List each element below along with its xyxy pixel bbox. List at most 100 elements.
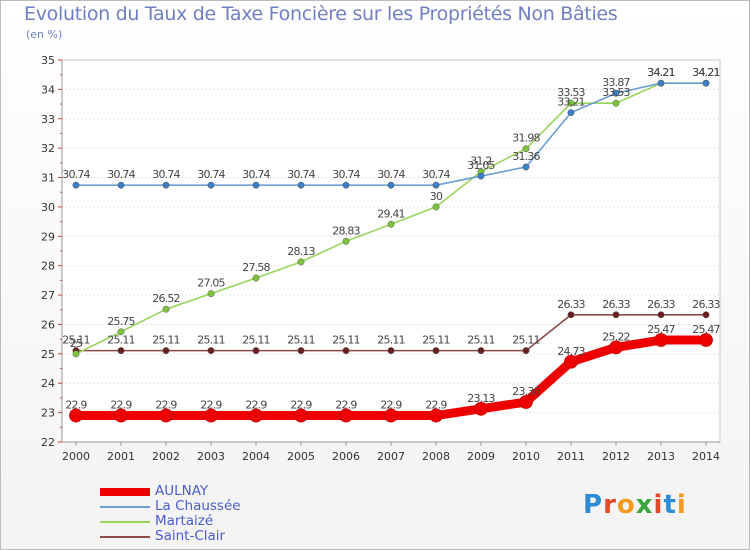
data-point: [162, 347, 170, 355]
data-point: [252, 181, 260, 189]
y-tick-label: 32: [41, 142, 55, 155]
data-point: [612, 311, 620, 319]
data-label: 33.53: [602, 86, 630, 99]
data-point: [609, 340, 623, 355]
data-label: 28.13: [287, 245, 315, 258]
data-point: [384, 408, 398, 423]
data-point: [297, 347, 305, 355]
data-label: 31.05: [467, 159, 495, 172]
y-tick-label: 30: [41, 201, 55, 214]
data-point: [432, 347, 440, 355]
data-point: [429, 408, 443, 423]
data-point: [69, 408, 83, 423]
data-label: 25.11: [242, 334, 270, 347]
legend-swatch: [100, 521, 150, 523]
data-point: [474, 401, 488, 416]
data-point: [162, 181, 170, 189]
data-label: 31.2: [470, 155, 491, 168]
data-label: 26.33: [602, 298, 630, 311]
data-point: [387, 181, 395, 189]
x-tick-label: 2010: [512, 450, 540, 463]
data-point: [522, 347, 530, 355]
data-label: 27.58: [242, 261, 270, 274]
data-point: [567, 311, 575, 319]
data-label: 30.74: [422, 168, 450, 181]
x-tick-label: 2002: [152, 450, 180, 463]
data-label: 22.9: [335, 399, 357, 412]
x-tick-label: 2003: [197, 450, 225, 463]
y-tick-label: 27: [41, 289, 55, 302]
y-tick-label: 23: [41, 407, 55, 420]
data-label: 25: [70, 337, 83, 350]
data-point: [159, 408, 173, 423]
data-label: 31.36: [512, 150, 540, 163]
data-point: [612, 89, 620, 97]
x-tick-label: 2008: [422, 450, 450, 463]
data-point: [162, 305, 170, 313]
x-tick-label: 2009: [467, 450, 495, 463]
legend: AULNAY La Chaussée Martaizé Saint-Clair: [100, 483, 320, 544]
logo-letter: x: [635, 490, 654, 520]
x-tick-label: 2000: [62, 450, 90, 463]
legend-label: AULNAY: [155, 483, 209, 499]
data-label: 33.53: [557, 86, 585, 99]
data-point: [567, 109, 575, 117]
data-label: 25.11: [422, 334, 450, 347]
logo-letter: r: [603, 490, 617, 520]
legend-item-martaize: Martaizé: [100, 513, 320, 529]
data-label: 25.11: [62, 334, 90, 347]
logo-letter: P: [583, 490, 604, 520]
chart-title: Evolution du Taux de Taxe Foncière sur l…: [24, 3, 618, 25]
data-label: 25.11: [287, 334, 315, 347]
legend-swatch: [100, 506, 150, 508]
y-tick-label: 31: [41, 172, 55, 185]
x-tick-label: 2004: [242, 450, 270, 463]
data-point: [522, 145, 530, 153]
data-point: [294, 408, 308, 423]
data-label: 34.21: [647, 66, 675, 79]
data-label: 28.83: [332, 224, 360, 237]
data-label: 22.9: [65, 399, 87, 412]
data-label: 22.9: [380, 399, 402, 412]
data-label: 33.87: [602, 76, 630, 89]
data-label: 22.9: [425, 399, 447, 412]
data-label: 26.52: [152, 292, 180, 305]
x-tick-label: 2007: [377, 450, 405, 463]
data-label: 25.47: [692, 323, 720, 336]
data-point: [342, 237, 350, 245]
data-point: [114, 408, 128, 423]
data-point: [117, 181, 125, 189]
data-point: [72, 181, 80, 189]
data-point: [252, 347, 260, 355]
legend-label: Martaizé: [155, 513, 214, 529]
y-tick-label: 33: [41, 113, 55, 126]
data-point: [612, 99, 620, 107]
data-point: [522, 163, 530, 171]
data-label: 30: [430, 190, 443, 203]
data-label: 22.9: [155, 399, 177, 412]
data-point: [339, 408, 353, 423]
data-label: 25.11: [332, 334, 360, 347]
legend-label: La Chaussée: [155, 498, 241, 514]
data-point: [249, 408, 263, 423]
data-point: [342, 347, 350, 355]
data-point: [387, 347, 395, 355]
data-point: [387, 220, 395, 228]
data-point: [654, 333, 668, 347]
y-tick-label: 25: [41, 348, 55, 361]
data-point: [657, 311, 665, 319]
data-point: [252, 274, 260, 282]
y-tick-label: 22: [41, 436, 55, 449]
data-label: 25.11: [152, 334, 180, 347]
legend-swatch: [100, 536, 150, 538]
data-label: 23.36: [512, 385, 540, 398]
data-point: [297, 258, 305, 266]
data-label: 30.74: [332, 168, 360, 181]
y-tick-label: 24: [41, 377, 55, 390]
data-label: 34.21: [647, 66, 675, 79]
data-point: [519, 395, 533, 409]
data-point: [207, 181, 215, 189]
data-label: 26.33: [647, 298, 675, 311]
data-label: 22.9: [200, 399, 222, 412]
data-label: 30.74: [62, 168, 90, 181]
